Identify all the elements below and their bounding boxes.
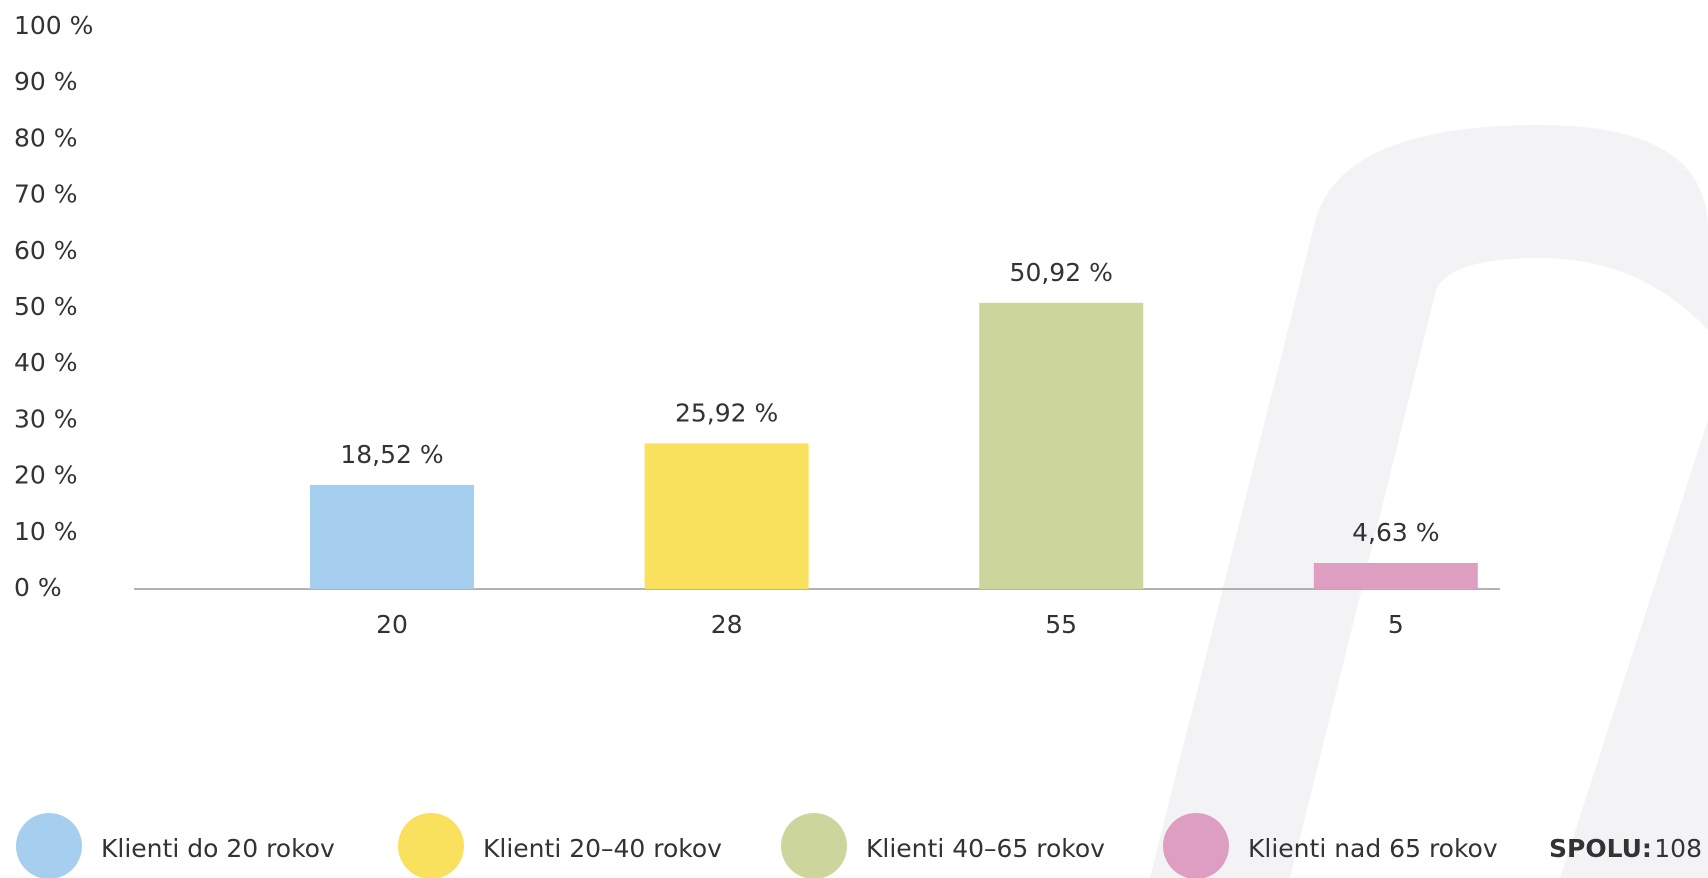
y-tick-label: 60 %	[14, 236, 78, 265]
bar	[1313, 562, 1478, 589]
legend-label: Klienti 40–65 rokov	[866, 834, 1105, 863]
y-tick-label: 30 %	[14, 404, 78, 433]
bar	[979, 302, 1144, 589]
x-tick-label: 28	[711, 610, 743, 639]
legend-swatch	[781, 813, 847, 878]
y-tick-label: 0 %	[14, 573, 62, 602]
x-tick-label: 55	[1045, 610, 1077, 639]
background-shape	[1560, 420, 1708, 878]
y-tick-label: 80 %	[14, 123, 78, 152]
background-shape	[1150, 125, 1708, 878]
value-label: 25,92 %	[675, 398, 778, 427]
legend-label: Klienti 20–40 rokov	[483, 834, 722, 863]
x-tick-label: 5	[1388, 610, 1404, 639]
value-label: 18,52 %	[340, 440, 443, 469]
legend-label: Klienti do 20 rokov	[101, 834, 335, 863]
y-tick-label: 40 %	[14, 348, 78, 377]
y-tick-label: 50 %	[14, 292, 78, 321]
legend-swatch	[1163, 813, 1229, 878]
total-value: 108	[1654, 834, 1702, 863]
y-tick-label: 20 %	[14, 461, 78, 490]
y-tick-label: 90 %	[14, 67, 78, 96]
y-tick-label: 70 %	[14, 180, 78, 209]
legend-swatch	[16, 813, 82, 878]
total-label: SPOLU:	[1549, 834, 1652, 863]
value-label: 4,63 %	[1352, 518, 1439, 547]
bar	[310, 484, 474, 589]
value-label: 50,92 %	[1010, 258, 1113, 287]
x-tick-label: 20	[376, 610, 408, 639]
y-tick-label: 10 %	[14, 517, 78, 546]
legend-label: Klienti nad 65 rokov	[1248, 834, 1498, 863]
legend-swatch	[398, 813, 464, 878]
bar	[644, 443, 809, 589]
y-tick-label: 100 %	[14, 11, 93, 40]
